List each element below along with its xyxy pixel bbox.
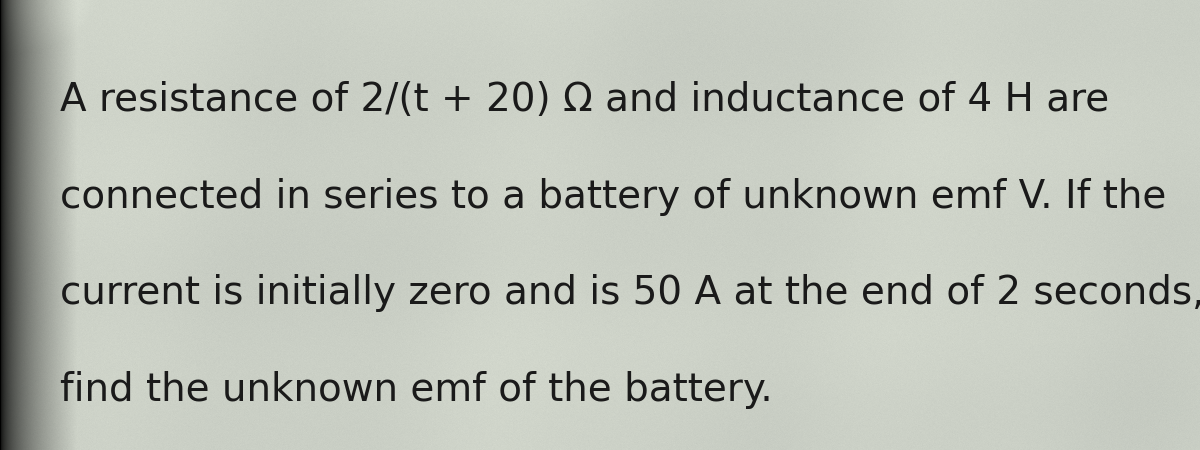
Text: connected in series to a battery of unknown emf V. If the: connected in series to a battery of unkn… — [60, 178, 1166, 216]
Text: find the unknown emf of the battery.: find the unknown emf of the battery. — [60, 371, 773, 409]
Text: current is initially zero and is 50 A at the end of 2 seconds,: current is initially zero and is 50 A at… — [60, 274, 1200, 312]
Text: A resistance of 2/(t + 20) Ω and inductance of 4 H are: A resistance of 2/(t + 20) Ω and inducta… — [60, 81, 1109, 119]
